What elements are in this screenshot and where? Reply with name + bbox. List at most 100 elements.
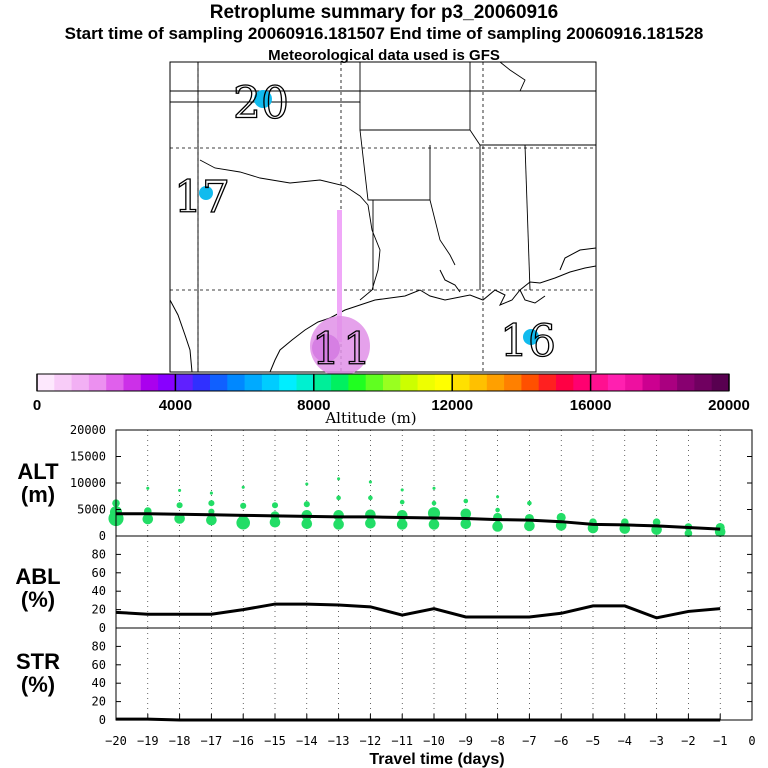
state-borders [170, 61, 596, 372]
alt-plume-point [333, 519, 344, 530]
alt-plume-point [174, 513, 185, 524]
alt-plume-point [428, 519, 440, 530]
day-label-1a: 1 [312, 324, 340, 375]
alt-plume-point [524, 520, 535, 532]
abl-ytick-label: 60 [92, 566, 106, 580]
colorbar-cell [711, 374, 730, 391]
day-label-16: 16 [500, 316, 556, 367]
alt-ytick-label: 15000 [70, 450, 106, 464]
x-tick-label: −2 [681, 734, 695, 748]
colorbar-cell [694, 374, 713, 391]
alt-plume-point [432, 486, 436, 490]
alt-plume-point [208, 500, 215, 507]
map-frame [169, 61, 597, 373]
colorbar-cell [521, 374, 540, 391]
alt-plume-point [427, 507, 441, 520]
alt-plume-point [176, 502, 183, 509]
colorbar-cell [261, 374, 280, 391]
alt-ylabel-line2: (m) [21, 482, 55, 507]
colorbar: 0 4000 8000 12000 16000 20000 Altitude (m) [33, 373, 750, 427]
colorbar-cell [642, 374, 661, 391]
x-tick-label: −14 [296, 734, 318, 748]
abl-ytick-label: 80 [92, 547, 106, 561]
colorbar-cell [210, 374, 228, 391]
colorbar-cell [486, 374, 505, 391]
alt-plume-point [399, 499, 405, 505]
colorbar-cell [607, 374, 626, 391]
source-blob-core [312, 334, 340, 362]
day-marker-dot-16 [523, 329, 539, 345]
alt-plume-point [365, 509, 376, 521]
day-marker-dot-20 [254, 90, 272, 108]
alt-plume-point [684, 529, 693, 538]
alt-plume-point [208, 508, 215, 515]
alt-plume-point [368, 495, 373, 501]
str-ytick-label: 40 [92, 676, 106, 690]
chart-title: Retroplume summary for p3_20060916 [209, 2, 559, 23]
colorbar-tick-label: 8000 [297, 397, 330, 414]
colorbar-cell [192, 374, 211, 391]
colorbar-cell [296, 374, 315, 391]
colorbar-cell [625, 374, 643, 391]
colorbar-cell [573, 374, 591, 391]
map-panel: 20 17 16 1 1 [169, 61, 597, 376]
x-tick-label: −4 [618, 734, 632, 748]
alt-plume-point [396, 519, 408, 530]
x-tick-label: −13 [328, 734, 350, 748]
alt-plume-point [241, 485, 245, 489]
colorbar-tick-label: 20000 [708, 397, 750, 414]
day-marker-dot-17 [199, 186, 213, 200]
x-tick-label: 0 [748, 734, 755, 748]
str-ytick-label: 0 [99, 713, 106, 727]
alt-plume-point [206, 514, 217, 526]
colorbar-cell [348, 374, 367, 391]
str-ytick-label: 20 [92, 695, 106, 709]
colorbar-cell [313, 374, 332, 391]
alt-plume-point [460, 518, 472, 530]
str-panel: STR (%) 80 60 40 20 0 [16, 627, 753, 727]
alt-plume-point [460, 508, 472, 520]
colorbar-cell [227, 374, 245, 391]
colorbar-tick-label: 12000 [431, 397, 473, 414]
colorbar-cell [659, 374, 678, 391]
str-ytick-label: 60 [92, 658, 106, 672]
alt-plume-point [142, 513, 154, 525]
str-ylabel-line1: STR [16, 649, 60, 674]
alt-ytick-label: 10000 [70, 476, 106, 490]
colorbar-cell [71, 374, 90, 391]
x-tick-label: −8 [490, 734, 504, 748]
colorbar-cell [400, 374, 418, 391]
alt-plume-point [463, 498, 469, 504]
alt-plume-point [240, 502, 247, 509]
x-tick-label: −10 [423, 734, 445, 748]
colorbar-cell [279, 374, 297, 391]
alt-mean-line [116, 512, 721, 531]
x-tick-label: −20 [105, 734, 127, 748]
colorbar-cell [590, 374, 609, 391]
x-axis: −20 −19 −18 −17 −16 −15 −14 −13 −12 −11 −10 −9 −8 −7−… [105, 714, 756, 748]
colorbar-cell [365, 374, 384, 391]
alt-panel: ALT (m) 20000 15000 10000 5000 0 [17, 423, 753, 543]
colorbar-cell [175, 374, 194, 391]
x-tick-label: −9 [459, 734, 473, 748]
alt-ytick-label: 5000 [77, 503, 106, 517]
sampling-times: Start time of sampling 20060916.181507 E… [64, 24, 704, 43]
release-column [337, 210, 342, 342]
str-ylabel-line2: (%) [21, 672, 55, 697]
alt-plume-point [652, 518, 661, 527]
colorbar-label: Altitude (m) [324, 409, 416, 427]
colorbar-cell [452, 374, 470, 391]
abl-line [115, 602, 721, 620]
alt-plume-point [365, 517, 376, 529]
x-tick-label: −5 [586, 734, 600, 748]
alt-plume-point [492, 521, 503, 532]
alt-plume-point [303, 501, 310, 508]
x-axis-label: Travel time (days) [369, 751, 504, 768]
colorbar-cell [469, 374, 488, 391]
alt-plume-point [556, 512, 566, 522]
alt-plume-point [336, 495, 341, 501]
abl-ytick-label: 20 [92, 603, 106, 617]
x-tick-label: −3 [649, 734, 663, 748]
x-tick-label: −17 [201, 734, 223, 748]
